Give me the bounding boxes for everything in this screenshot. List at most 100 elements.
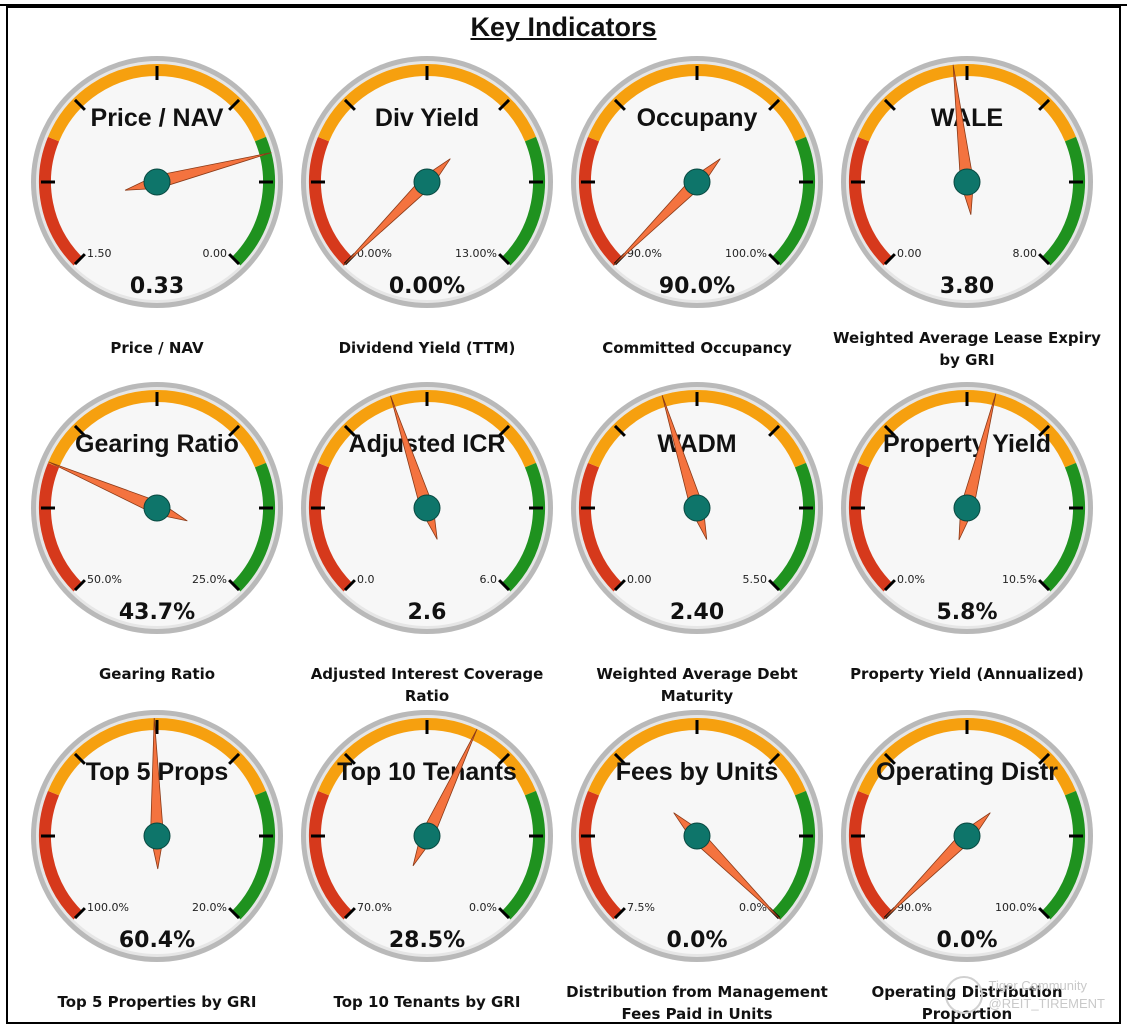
gauge-title: WADM — [657, 430, 736, 458]
gauge-caption: Top 5 Properties by GRI — [57, 993, 257, 1011]
gauge-value: 2.40 — [670, 600, 724, 625]
gauge-hub — [683, 822, 711, 850]
gauge-tick — [228, 424, 241, 437]
top-border — [0, 0, 1127, 6]
gauge-tick — [1038, 752, 1051, 765]
gauge-value: 90.0% — [659, 274, 735, 299]
gauge-caption: Weighted Average Debt Maturity — [596, 665, 798, 705]
gauge-hub — [143, 822, 171, 850]
gauge-7: WADM 0.00 5.50 2.40 — [571, 382, 823, 634]
gauge-min-label: 0.00 — [897, 247, 922, 260]
gauge-tick — [498, 98, 511, 111]
gauge-tick — [1038, 98, 1051, 111]
gauge-max-label: 8.00 — [1013, 247, 1038, 260]
gauge-hub — [953, 168, 981, 196]
gauge-title: Adjusted ICR — [349, 430, 506, 458]
gauge-6: Adjusted ICR 0.0 6.0 2.6 — [301, 382, 553, 634]
gauge-tick — [613, 424, 626, 437]
gauge-hub — [413, 822, 441, 850]
gauge-min-label: 70.0% — [357, 901, 392, 914]
gauge-value: 2.6 — [408, 600, 447, 625]
gauge-caption: Distribution from Management Fees Paid i… — [566, 983, 828, 1023]
gauge-max-label: 0.00 — [203, 247, 228, 260]
gauge-hub — [413, 168, 441, 196]
tiger-logo-icon — [944, 976, 983, 1014]
gauge-title: WALE — [931, 104, 1003, 132]
gauge-value: 0.0% — [936, 928, 997, 953]
gauge-hub — [143, 494, 171, 522]
gauge-5: Gearing Ratio 50.0% 25.0% 43.7% — [31, 382, 283, 634]
gauge-tick — [73, 907, 86, 920]
gauge-tick — [343, 98, 356, 111]
gauge-max-label: 100.0% — [995, 901, 1037, 914]
gauge-title: Property Yield — [883, 430, 1051, 458]
gauge-8: Property Yield 0.0% 10.5% 5.8% — [841, 382, 1093, 634]
watermark-line1: Tiger Community — [988, 978, 1087, 993]
gauge-1: Price / NAV 1.50 0.00 0.33 — [31, 56, 283, 308]
red-zone-arc — [579, 136, 623, 266]
gauge-tick — [228, 907, 241, 920]
gauge-title: Occupany — [637, 104, 758, 132]
gauge-caption: Committed Occupancy — [602, 339, 792, 357]
gauge-tick — [343, 579, 356, 592]
gauge-value: 5.8% — [936, 600, 997, 625]
gauge-10: Top 10 Tenants 70.0% 0.0% 28.5% — [301, 710, 553, 962]
gauge-value: 0.00% — [389, 274, 465, 299]
gauge-tick — [768, 752, 781, 765]
red-zone-arc — [39, 790, 83, 920]
gauge-min-label: 50.0% — [87, 573, 122, 586]
gauge-caption: Weighted Average Lease Expiry by GRI — [833, 329, 1101, 369]
green-zone-arc — [771, 462, 815, 592]
gauge-tick — [343, 424, 356, 437]
gauge-tick — [768, 424, 781, 437]
gauge-max-label: 10.5% — [1002, 573, 1037, 586]
gauge-caption: Gearing Ratio — [98, 665, 216, 683]
gauge-11: Fees by Units 7.5% 0.0% 0.0% — [571, 710, 823, 962]
gauge-tick — [498, 424, 511, 437]
red-zone-arc — [309, 136, 353, 266]
red-zone-arc — [309, 462, 353, 592]
green-zone-arc — [231, 790, 275, 920]
gauge-min-label: 90.0% — [897, 901, 932, 914]
green-zone-arc — [1041, 462, 1085, 592]
gauge-tick — [73, 98, 86, 111]
green-zone-arc — [1041, 136, 1085, 266]
gauge-tick — [613, 579, 626, 592]
gauge-4: WALE 0.00 8.00 3.80 — [841, 56, 1093, 308]
gauge-min-label: 0.0 — [357, 573, 375, 586]
gauge-min-label: 90.0% — [627, 247, 662, 260]
red-zone-arc — [39, 136, 83, 266]
gauge-tick — [883, 752, 896, 765]
gauge-max-label: 0.0% — [739, 901, 767, 914]
gauge-max-label: 5.50 — [743, 573, 768, 586]
gauge-caption: Property Yield (Annualized) — [850, 665, 1084, 683]
watermark-line2: @REIT_TIREMENT — [988, 996, 1105, 1011]
gauge-2: Div Yield 0.00% 13.00% 0.00% — [301, 56, 553, 308]
red-zone-arc — [579, 462, 623, 592]
gauge-tick — [613, 98, 626, 111]
gauge-12: Operating Distr 90.0% 100.0% 0.0% — [841, 710, 1093, 962]
gauge-max-label: 6.0 — [480, 573, 498, 586]
gauge-tick — [73, 579, 86, 592]
red-zone-arc — [39, 462, 83, 592]
gauge-tick — [1038, 907, 1051, 920]
gauge-hub — [953, 822, 981, 850]
red-zone-arc — [579, 790, 623, 920]
gauge-tick — [73, 424, 86, 437]
gauge-tick — [768, 253, 781, 266]
gauge-tick — [768, 579, 781, 592]
gauge-min-label: 0.00 — [627, 573, 652, 586]
gauge-max-label: 25.0% — [192, 573, 227, 586]
gauge-tick — [498, 253, 511, 266]
green-zone-arc — [501, 462, 545, 592]
gauge-tick — [883, 98, 896, 111]
gauge-tick — [228, 253, 241, 266]
gauge-min-label: 0.0% — [897, 573, 925, 586]
red-zone-arc — [849, 136, 893, 266]
gauge-title: Div Yield — [375, 104, 479, 132]
gauge-hub — [683, 168, 711, 196]
gauge-tick — [498, 579, 511, 592]
gauge-tick — [228, 579, 241, 592]
gauge-min-label: 1.50 — [87, 247, 112, 260]
